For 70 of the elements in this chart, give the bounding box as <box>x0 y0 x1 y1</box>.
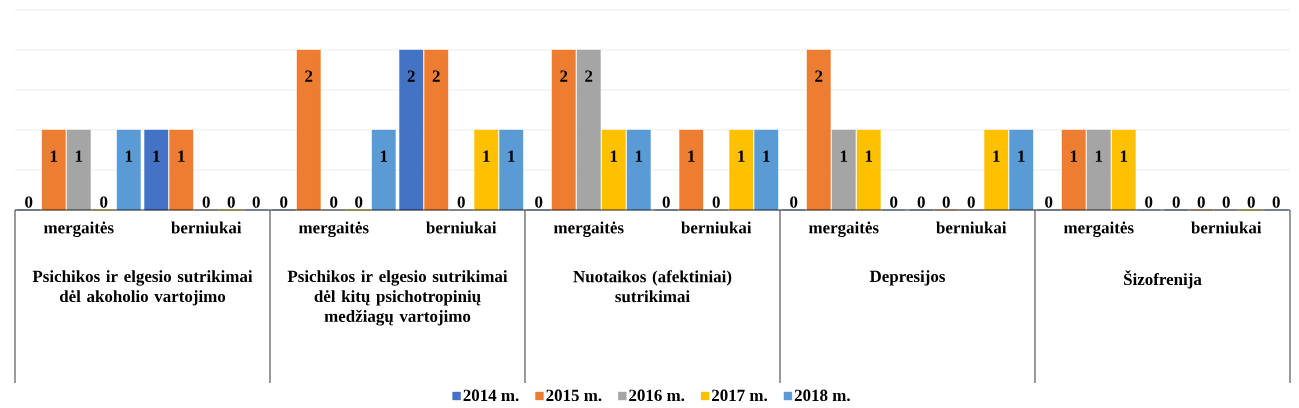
text: Psichikos ir elgesio sutrikimai dėl akoholio vartojimo <box>32 270 253 306</box>
x-tick-label: berniukai <box>1191 221 1262 234</box>
data-label: 1 <box>380 150 388 162</box>
data-label: 1 <box>50 150 58 162</box>
data-label: 1 <box>840 150 848 162</box>
data-label: 0 <box>280 196 288 208</box>
data-label: 1 <box>75 150 83 162</box>
data-label: 0 <box>227 196 235 208</box>
data-label: 2 <box>815 70 823 82</box>
data-label: 2 <box>585 70 593 82</box>
data-label: 1 <box>688 150 695 162</box>
data-label: 0 <box>917 196 925 208</box>
data-label: 1 <box>125 150 133 162</box>
x-tick-label: berniukai <box>426 221 497 234</box>
x-tick-label: mergaitės <box>553 221 624 238</box>
x-tick-label: mergaitės <box>43 221 114 238</box>
x-tick-label: mergaitės <box>808 221 879 238</box>
legend-label: 2016 m. <box>629 389 685 402</box>
data-label: 0 <box>1272 196 1280 208</box>
data-label: 1 <box>1070 150 1078 162</box>
data-label: 1 <box>763 150 770 162</box>
text: Šizofrenija <box>1124 270 1202 289</box>
legend-label: 2017 m. <box>712 389 767 402</box>
data-label: 0 <box>890 196 898 208</box>
text: Depresijos <box>869 270 946 286</box>
data-label: 0 <box>535 196 543 208</box>
data-label: 1 <box>1095 150 1103 162</box>
legend-label: 2015 m. <box>546 389 602 402</box>
data-label: 0 <box>712 196 720 208</box>
data-label: 1 <box>635 150 643 162</box>
x-tick-label: mergaitės <box>1063 221 1134 238</box>
data-label: 0 <box>100 196 108 208</box>
data-label: 2 <box>407 70 415 82</box>
data-label: 1 <box>483 150 490 162</box>
data-label: 1 <box>178 150 185 162</box>
data-label: 0 <box>1045 196 1053 208</box>
data-label: 0 <box>1172 196 1180 208</box>
data-label: 1 <box>1018 150 1025 162</box>
data-label: 1 <box>993 150 1000 162</box>
data-label: 2 <box>432 70 440 82</box>
data-label: 0 <box>252 196 260 208</box>
data-label: 1 <box>865 150 873 162</box>
text: Nuotaikos (afektiniai) sutrikimai <box>573 270 732 303</box>
data-label: 0 <box>457 196 465 208</box>
data-label: 2 <box>305 70 313 82</box>
data-label: 0 <box>25 196 33 208</box>
x-tick-label: berniukai <box>171 221 242 234</box>
legend-label: 2018 m. <box>794 389 850 402</box>
data-label: 0 <box>942 196 950 208</box>
data-label: 0 <box>790 196 798 208</box>
data-label: 1 <box>1120 150 1128 162</box>
data-label: 0 <box>967 196 975 208</box>
text: Psichikos ir elgesio sutrikimai dėl kitų psichotropinių medžiagų vartojimo <box>287 270 508 326</box>
data-label: 0 <box>1222 196 1230 208</box>
data-label: 2 <box>560 70 568 82</box>
data-label: 1 <box>610 150 618 162</box>
data-label: 0 <box>330 196 338 208</box>
data-label: 0 <box>1247 196 1255 208</box>
data-label: 1 <box>738 150 745 162</box>
data-label: 0 <box>355 196 363 208</box>
x-tick-label: berniukai <box>681 221 752 234</box>
x-tick-label: mergaitės <box>298 221 369 238</box>
data-label: 1 <box>153 150 160 162</box>
data-label: 1 <box>508 150 515 162</box>
data-label: 0 <box>1197 196 1205 208</box>
legend-label: 2014 m. <box>463 389 519 402</box>
x-tick-label: berniukai <box>936 221 1007 234</box>
data-label: 0 <box>662 196 670 208</box>
data-label: 0 <box>202 196 210 208</box>
data-label: 0 <box>1145 196 1153 208</box>
